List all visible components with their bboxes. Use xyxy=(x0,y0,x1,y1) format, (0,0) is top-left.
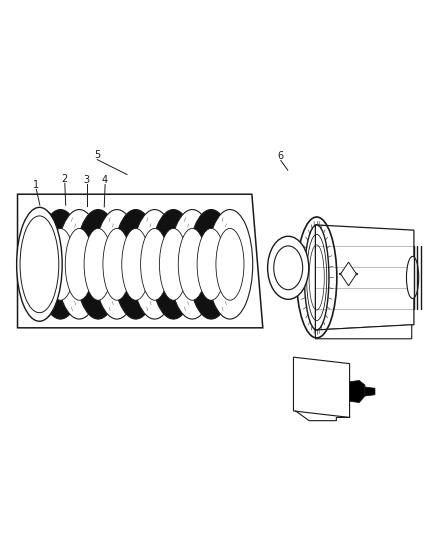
Ellipse shape xyxy=(65,229,93,300)
Ellipse shape xyxy=(38,209,83,319)
Ellipse shape xyxy=(46,229,74,300)
Polygon shape xyxy=(350,381,365,402)
Ellipse shape xyxy=(274,246,303,290)
Ellipse shape xyxy=(132,209,177,319)
Ellipse shape xyxy=(103,229,131,300)
Text: 3: 3 xyxy=(84,175,90,185)
Ellipse shape xyxy=(178,229,206,300)
Polygon shape xyxy=(315,225,414,330)
Text: 1: 1 xyxy=(33,180,39,190)
Ellipse shape xyxy=(84,229,112,300)
Ellipse shape xyxy=(75,209,121,319)
Polygon shape xyxy=(315,325,412,339)
Ellipse shape xyxy=(268,236,309,300)
Polygon shape xyxy=(365,387,375,396)
Ellipse shape xyxy=(20,216,59,313)
Ellipse shape xyxy=(207,209,253,319)
Ellipse shape xyxy=(159,229,187,300)
Ellipse shape xyxy=(122,229,150,300)
Ellipse shape xyxy=(57,209,102,319)
Polygon shape xyxy=(341,262,357,286)
Ellipse shape xyxy=(216,229,244,300)
Ellipse shape xyxy=(141,229,169,300)
Text: 5: 5 xyxy=(94,150,100,160)
Ellipse shape xyxy=(406,256,419,298)
Text: 4: 4 xyxy=(102,175,108,185)
Text: 6: 6 xyxy=(278,151,284,161)
Ellipse shape xyxy=(151,209,196,319)
Ellipse shape xyxy=(188,209,234,319)
Ellipse shape xyxy=(113,209,159,319)
Polygon shape xyxy=(293,357,350,417)
Ellipse shape xyxy=(94,209,140,319)
Ellipse shape xyxy=(19,209,64,319)
Polygon shape xyxy=(18,194,263,328)
Ellipse shape xyxy=(28,229,56,300)
Ellipse shape xyxy=(197,229,225,300)
Text: 2: 2 xyxy=(62,174,68,184)
Ellipse shape xyxy=(170,209,215,319)
Ellipse shape xyxy=(17,207,62,321)
